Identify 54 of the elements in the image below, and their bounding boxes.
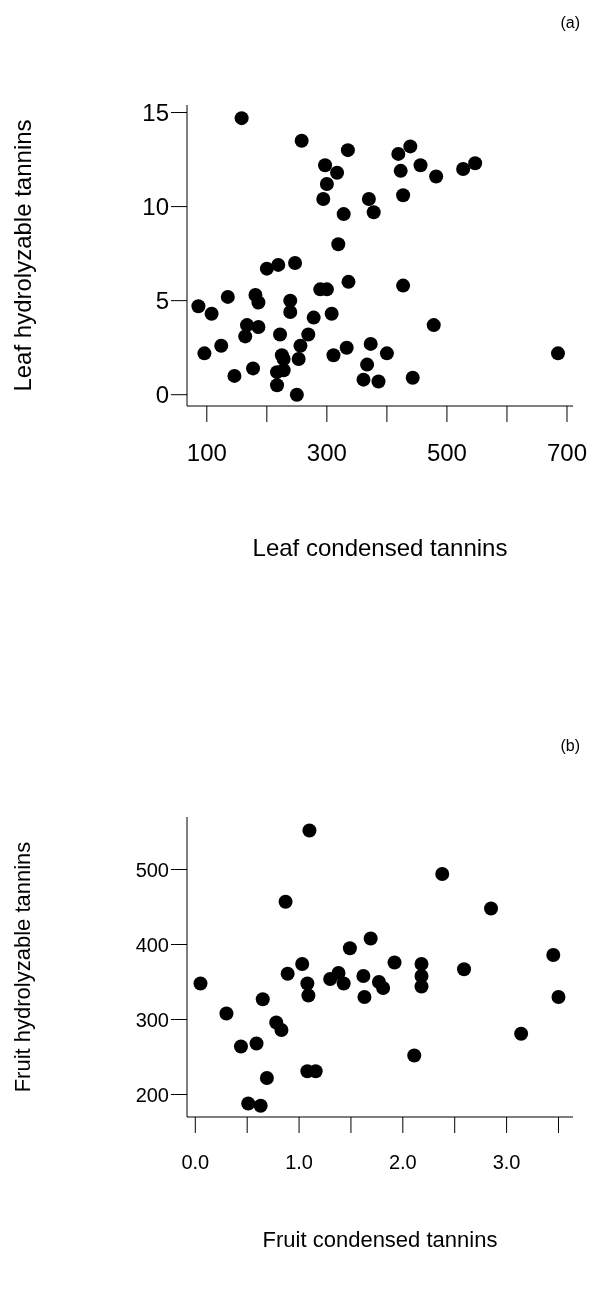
point [435, 867, 450, 881]
point [241, 1096, 256, 1111]
x-tick-label: 0.0 [181, 1151, 210, 1174]
point [295, 957, 310, 971]
x-tick-label: 3.0 [492, 1151, 521, 1174]
x-tick-label: 300 [306, 439, 347, 467]
point [484, 901, 499, 916]
y-axis-title: Leaf hydrolyzable tannins [8, 119, 36, 392]
point [300, 976, 315, 991]
point [253, 1098, 268, 1113]
x-tick-label: 1.0 [285, 1151, 313, 1174]
point [259, 1071, 274, 1085]
point [278, 894, 293, 909]
x-tick-label: 700 [546, 439, 588, 467]
y-tick-label: 500 [135, 858, 169, 881]
point [331, 966, 346, 980]
y-tick-label: 0 [155, 381, 169, 409]
point [280, 966, 295, 981]
y-axis-title: Fruit hydrolyzable tannins [9, 841, 35, 1093]
y-tick-label: 5 [155, 287, 169, 315]
point [193, 976, 208, 991]
point [336, 976, 351, 991]
point [274, 1023, 289, 1037]
y-tick-label: 300 [135, 1008, 169, 1031]
point [376, 981, 391, 995]
y-tick-label: 200 [135, 1083, 169, 1106]
x-tick-label: 500 [426, 439, 467, 467]
y-tick-label: 10 [142, 193, 169, 221]
x-axis-title: Fruit condensed tannins [262, 1227, 498, 1252]
point [301, 988, 316, 1003]
point [551, 990, 566, 1004]
point [387, 955, 402, 970]
x-axis-title: Leaf condensed tannins [252, 534, 508, 561]
point [414, 957, 429, 971]
point [302, 823, 317, 838]
y-tick-label: 400 [135, 933, 169, 956]
point [407, 1048, 422, 1063]
point [357, 990, 372, 1004]
point [414, 979, 429, 994]
y-tick-label: 15 [142, 99, 169, 127]
point [546, 948, 561, 962]
point [356, 969, 371, 983]
point [342, 941, 357, 956]
text: (a) [560, 14, 580, 32]
point [363, 931, 378, 946]
point [514, 1026, 529, 1041]
x-tick-label: 100 [186, 439, 227, 467]
point [255, 992, 270, 1007]
text: (b) [560, 737, 580, 755]
point [249, 1036, 264, 1051]
point [219, 1006, 234, 1021]
point [457, 962, 472, 977]
point [233, 1039, 248, 1054]
x-tick-label: 2.0 [388, 1151, 417, 1174]
